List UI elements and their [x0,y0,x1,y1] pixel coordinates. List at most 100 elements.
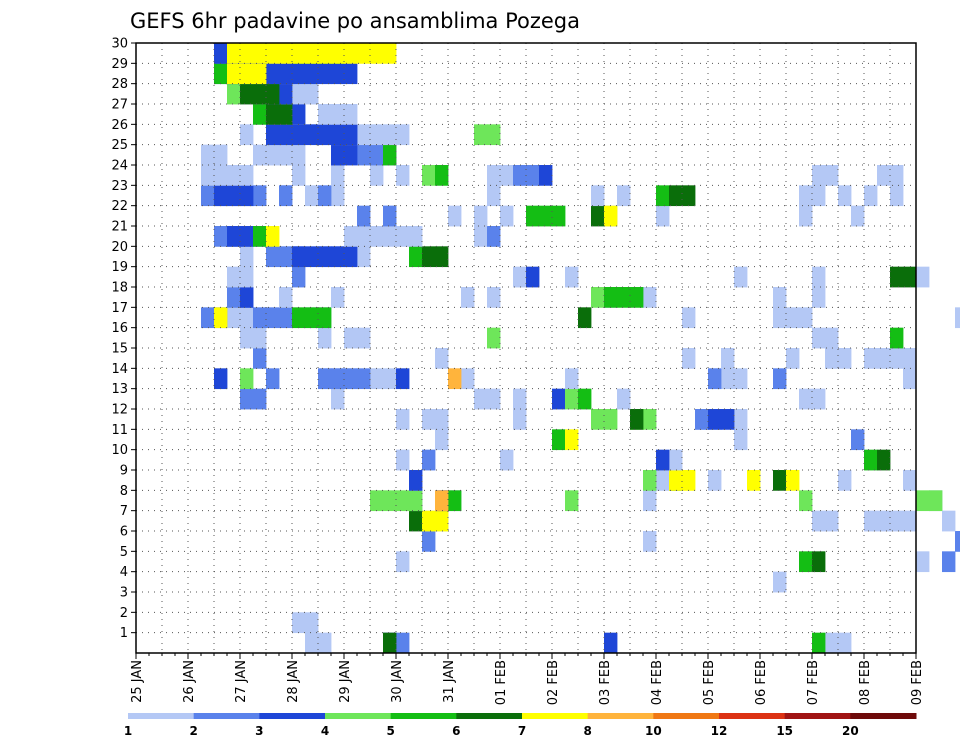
precip-cell [708,368,722,390]
precip-cell [240,63,254,85]
precip-cell [409,226,423,247]
precip-cell [786,307,800,329]
colorbar-label: 8 [583,724,591,738]
y-tick-label: 4 [120,565,128,580]
precip-cell [318,327,332,349]
precip-cell [435,490,449,512]
precip-cell [552,429,566,451]
precip-cell [825,327,839,349]
y-tick-label: 3 [120,586,128,601]
precip-cell [214,226,228,247]
precip-cell [669,449,683,471]
colorbar-label: 2 [189,724,197,738]
precip-cell [240,266,254,288]
precip-cell [487,226,501,247]
precip-cell [487,185,501,207]
colorbar-label: 12 [711,724,728,738]
precip-cell [422,510,436,532]
precip-cell [591,409,605,430]
precip-cell [877,348,891,369]
precip-cell [721,409,735,430]
precip-cell [305,307,319,329]
x-tick-label: 02 FEB [546,660,561,705]
precip-cell [617,287,631,308]
precip-cell [474,124,488,146]
colorbar-label: 1 [124,724,132,738]
precip-cell [318,632,332,654]
precip-cell [292,144,306,166]
precip-cell [344,327,358,349]
colorbar-swatch [456,713,523,719]
x-tick-label: 03 FEB [598,660,613,705]
precip-cell [331,388,345,410]
y-tick-label: 27 [111,98,128,113]
precip-cell [383,226,397,247]
colorbar-label: 10 [645,724,662,738]
colorbar-swatch [719,713,786,719]
precip-cell [292,165,306,186]
precip-cell [773,470,787,491]
precip-cell [461,368,475,390]
precip-cell [591,287,605,308]
precip-cell [877,510,891,532]
precip-cell [838,185,852,207]
precip-cell [240,246,254,268]
precip-cell [591,205,605,227]
x-tick-label: 07 FEB [806,660,821,705]
precip-cell [396,409,410,430]
precip-cell [799,551,813,573]
precip-cell [214,368,228,390]
y-tick-label: 24 [111,159,128,174]
precip-cell [292,83,306,105]
precip-cell [227,63,241,85]
precip-cell [279,43,293,64]
precip-cell [253,63,267,85]
precip-cell [682,470,696,491]
x-tick-label: 01 FEB [494,660,509,705]
precip-cell [318,368,332,390]
precip-cell [409,470,423,491]
precip-cell [682,185,696,207]
precip-cell [565,368,579,390]
precip-cell [435,348,449,369]
precip-cell [617,388,631,410]
precip-cell [227,43,241,64]
precip-cell [383,632,397,654]
precip-cell [838,470,852,491]
precip-cell [344,144,358,166]
precip-cell [812,287,826,308]
precip-cell [721,368,735,390]
precip-cell [578,388,592,410]
precip-cell [630,287,644,308]
precip-cell [435,429,449,451]
precip-cell [565,266,579,288]
precip-cell [773,368,787,390]
precip-cells [201,43,960,654]
precip-cell [292,124,306,146]
precip-cell [565,490,579,512]
precip-cell [526,266,540,288]
precip-cell [383,205,397,227]
precip-cell [279,124,293,146]
precip-cell [955,307,960,329]
precip-cell [812,266,826,288]
precip-cell [812,185,826,207]
precip-cell [669,470,683,491]
precip-cell [916,266,930,288]
precip-cell [682,307,696,329]
precip-cell [747,470,761,491]
precip-cell [864,510,878,532]
precip-cell [591,185,605,207]
precip-cell [942,551,956,573]
colorbar-swatch [587,713,654,719]
precip-cell [487,287,501,308]
precip-cell [409,510,423,532]
precip-cell [812,388,826,410]
x-tick-label: 09 FEB [910,660,925,705]
precip-cell [331,165,345,186]
precip-cell [201,165,215,186]
precip-cell [357,226,371,247]
precip-cell [266,83,280,105]
precip-cell [422,246,436,268]
